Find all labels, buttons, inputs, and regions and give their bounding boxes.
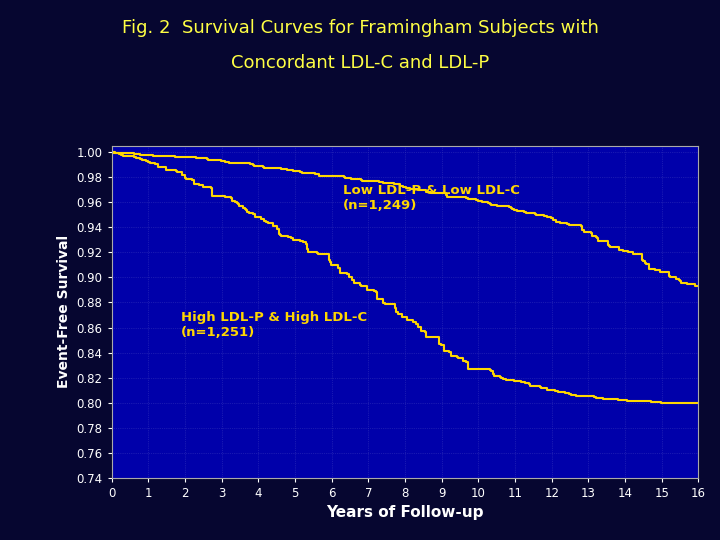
X-axis label: Years of Follow-up: Years of Follow-up [326, 505, 484, 521]
Y-axis label: Event-Free Survival: Event-Free Survival [57, 235, 71, 388]
Text: Concordant LDL-C and LDL-P: Concordant LDL-C and LDL-P [231, 54, 489, 72]
Text: Low LDL-P & Low LDL-C
(n=1,249): Low LDL-P & Low LDL-C (n=1,249) [343, 185, 520, 212]
Text: High LDL-P & High LDL-C
(n=1,251): High LDL-P & High LDL-C (n=1,251) [181, 311, 367, 339]
Text: Fig. 2  Survival Curves for Framingham Subjects with: Fig. 2 Survival Curves for Framingham Su… [122, 19, 598, 37]
